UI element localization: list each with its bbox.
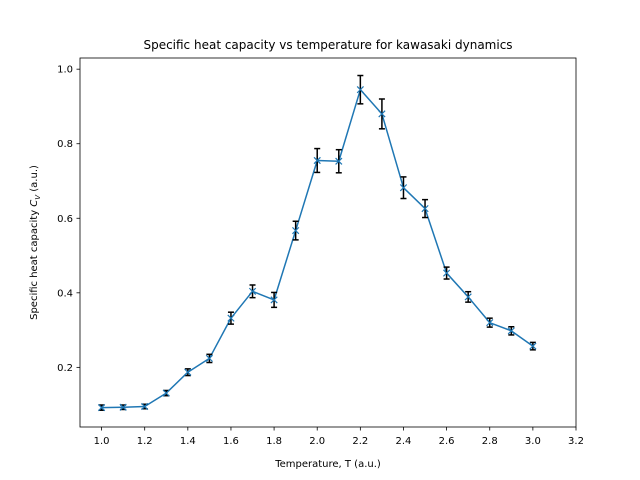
chart-title: Specific heat capacity vs temperature fo… xyxy=(143,38,512,52)
data-point xyxy=(356,86,364,94)
y-axis-label-symbol: C xyxy=(29,200,40,207)
data-point xyxy=(97,403,106,412)
y-axis-label-unit: (a.u.) xyxy=(29,165,40,195)
data-point xyxy=(184,368,192,376)
data-point xyxy=(399,184,408,192)
x-tick-label: 3.2 xyxy=(568,436,584,447)
series-line xyxy=(101,88,534,409)
y-tick-label: 0.6 xyxy=(57,214,73,225)
x-tick-label: 1.0 xyxy=(94,436,110,447)
x-tick-label: 1.6 xyxy=(223,436,239,447)
x-tick-label: 3.0 xyxy=(525,436,541,447)
data-point xyxy=(248,287,257,295)
data-point xyxy=(421,204,429,213)
data-point xyxy=(227,314,235,322)
x-tick-label: 2.8 xyxy=(482,436,498,447)
x-tick-label: 1.8 xyxy=(266,436,282,447)
y-axis: 0.2 0.4 0.6 0.8 1.0 xyxy=(57,65,80,374)
data-point xyxy=(335,157,343,165)
x-tick-label: 2.2 xyxy=(352,436,368,447)
x-tick-label: 2.6 xyxy=(439,436,455,447)
data-point xyxy=(486,319,494,327)
x-axis: 1.0 1.2 1.4 1.6 1.8 2.0 2.2 2.4 2.6 2.8 3.0 3.2 xyxy=(94,427,584,447)
data-point xyxy=(270,296,278,304)
y-axis-label-subscript: V xyxy=(34,194,42,200)
data-point xyxy=(464,293,472,301)
data-point xyxy=(141,402,149,411)
x-tick-label: 1.4 xyxy=(180,436,196,447)
x-axis-label: Temperature, T (a.u.) xyxy=(274,459,381,470)
y-tick-label: 0.2 xyxy=(57,363,73,374)
y-tick-label: 0.8 xyxy=(57,139,73,150)
data-point xyxy=(205,354,214,363)
y-axis-label-main: Specific heat capacity xyxy=(29,207,40,320)
y-axis-label: Specific heat capacity CV (a.u.) xyxy=(29,165,42,320)
axes-frame xyxy=(79,57,577,428)
plot-area xyxy=(97,74,537,412)
x-tick-label: 1.2 xyxy=(137,436,153,447)
data-point xyxy=(529,342,537,350)
data-point xyxy=(162,389,170,397)
x-tick-label: 2.4 xyxy=(396,436,412,447)
data-point xyxy=(313,156,321,165)
data-point xyxy=(507,327,515,335)
y-tick-label: 0.4 xyxy=(57,288,73,299)
x-tick-label: 2.0 xyxy=(309,436,325,447)
y-tick-label: 1.0 xyxy=(57,65,73,76)
data-point xyxy=(442,269,451,277)
data-point xyxy=(119,403,127,411)
data-point xyxy=(292,226,300,235)
data-point xyxy=(378,110,386,118)
